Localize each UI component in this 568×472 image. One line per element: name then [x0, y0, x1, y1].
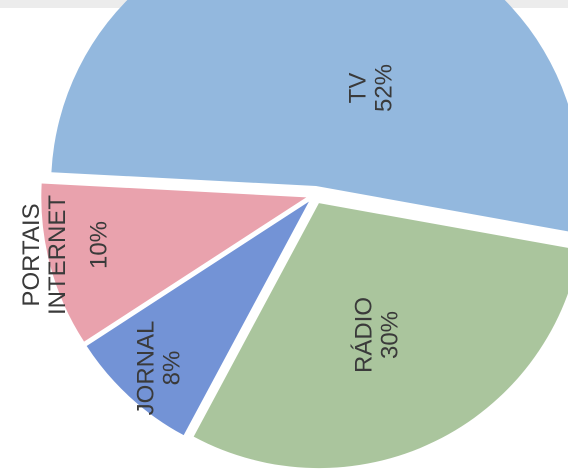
- pie-slice: [51, 0, 568, 232]
- slice-value-label: 10%: [85, 221, 112, 269]
- slice-value-label: 30%: [376, 311, 403, 359]
- slice-value-label: 8%: [158, 351, 185, 386]
- slice-label: RÁDIO: [350, 297, 377, 373]
- slice-value-label: 52%: [370, 64, 397, 112]
- pie-slice: [86, 201, 309, 436]
- slice-label: JORNAL: [132, 321, 159, 416]
- slice-label: TV: [344, 73, 371, 104]
- pie-slice: [41, 183, 307, 342]
- slice-label: PORTAISINTERNET: [18, 195, 71, 315]
- pie-slice: [193, 203, 568, 469]
